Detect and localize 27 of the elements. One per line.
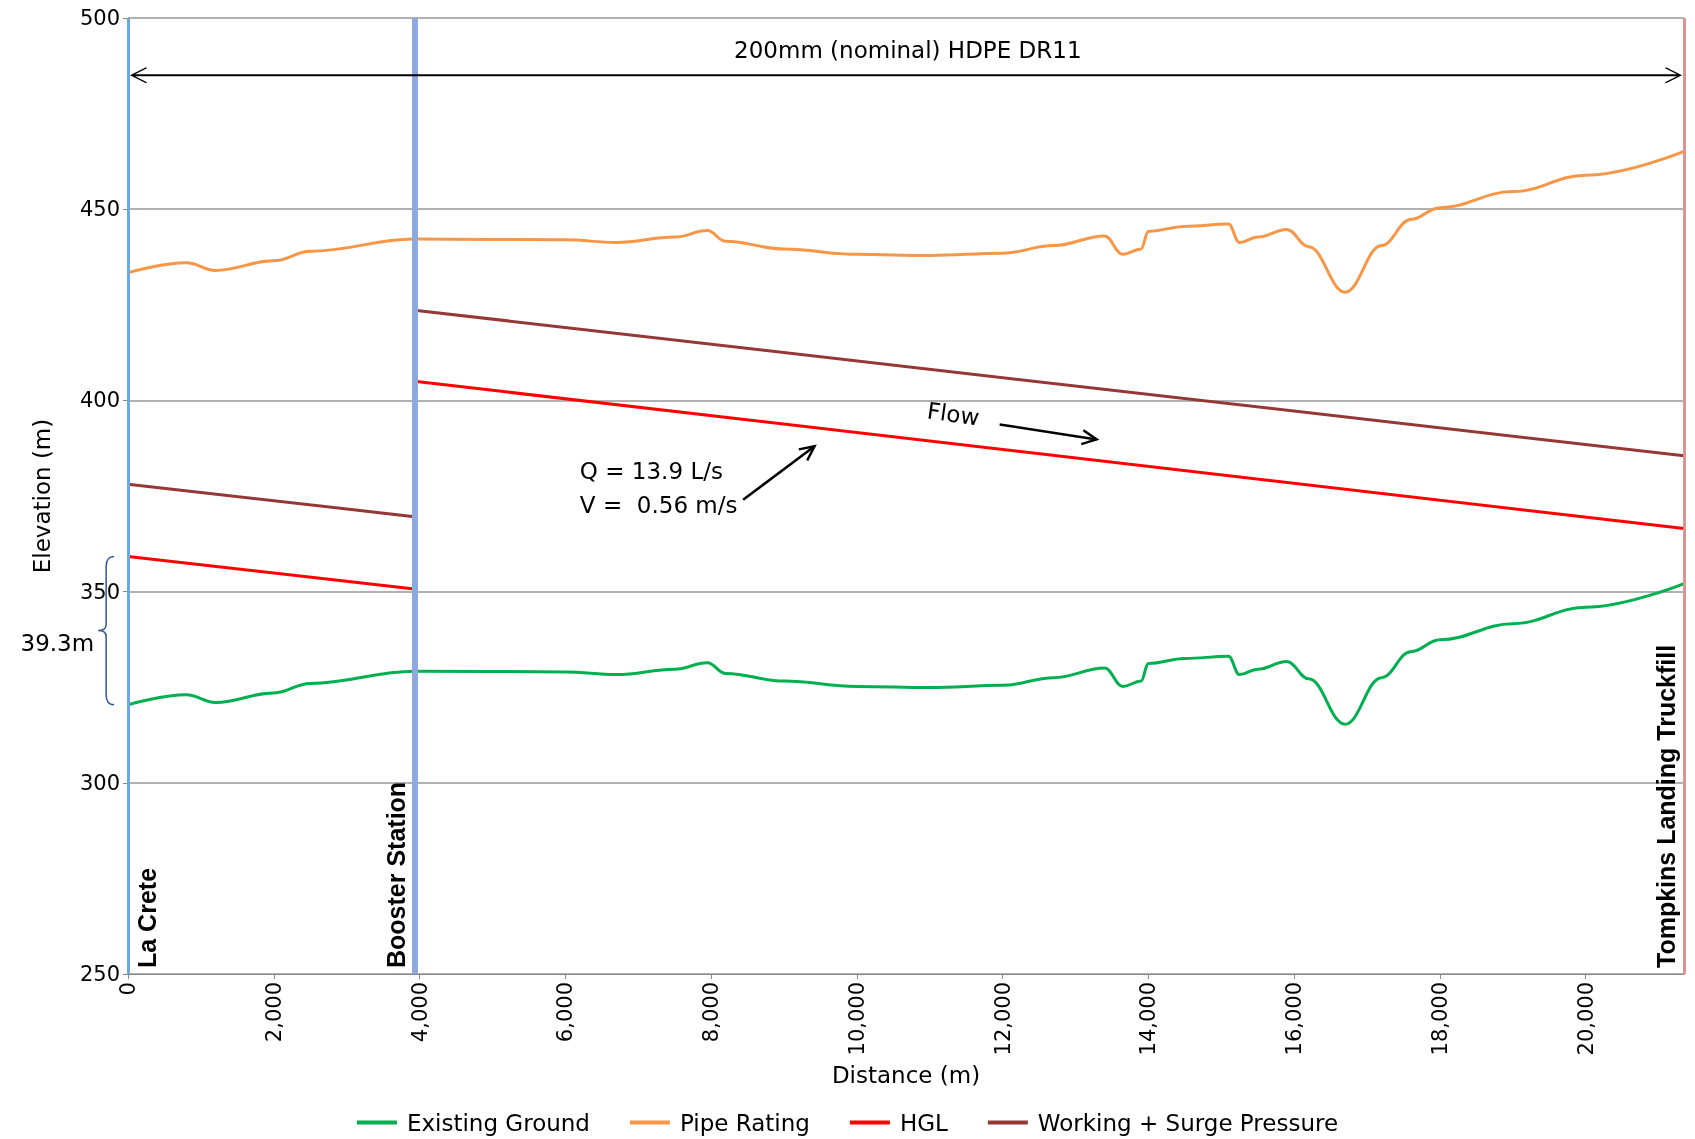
- x-tick-label: 20,000: [1573, 982, 1598, 1056]
- text: 39.3m: [20, 629, 95, 658]
- x-tick-label: 4,000: [407, 982, 432, 1043]
- legend-label: HGL: [899, 1109, 949, 1136]
- y-tick-label: 400: [79, 388, 120, 413]
- x-tick-label: 14,000: [1136, 982, 1161, 1056]
- y-tick-label: 450: [79, 197, 120, 222]
- x-tick-label: 6,000: [553, 982, 578, 1043]
- y-tick-label: 300: [79, 770, 120, 795]
- ref-line-label: Booster Station: [381, 781, 410, 968]
- ref-line-label: La Crete: [132, 867, 161, 968]
- legend-label: Pipe Rating: [679, 1109, 810, 1136]
- y-tick-label: 500: [79, 6, 120, 30]
- ref-line-label: Tompkins Landing Truckfill: [1651, 644, 1680, 968]
- y-axis-title: Elevation (m): [28, 418, 55, 574]
- legend-label: Working + Surge Pressure: [1037, 1109, 1339, 1136]
- x-tick-label: 18,000: [1427, 982, 1452, 1056]
- annotation: Q = 13.9 L/s V = 0.56 m/s: [579, 456, 738, 521]
- annotation: Flow: [924, 396, 982, 433]
- annotation: 200mm (nominal) HDPE DR11: [734, 36, 1082, 66]
- x-axis-title: Distance (m): [831, 1061, 981, 1088]
- x-tick-label: 8,000: [699, 982, 724, 1043]
- x-tick-label: 16,000: [1282, 982, 1307, 1056]
- legend-label: Existing Ground: [406, 1109, 590, 1136]
- x-tick-label: 2,000: [261, 982, 286, 1043]
- x-tick-label: 10,000: [844, 982, 869, 1056]
- x-tick-label: 12,000: [990, 982, 1015, 1056]
